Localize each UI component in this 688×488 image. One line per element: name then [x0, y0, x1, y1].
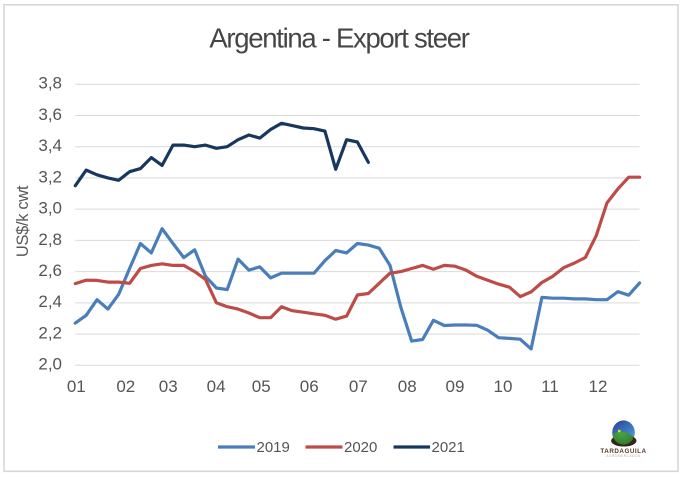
svg-text:2,4: 2,4 — [38, 292, 62, 311]
svg-text:2019: 2019 — [257, 439, 290, 456]
svg-text:04: 04 — [207, 377, 226, 396]
svg-text:05: 05 — [252, 377, 271, 396]
svg-text:12: 12 — [589, 377, 608, 396]
svg-text:3,6: 3,6 — [38, 105, 62, 124]
svg-text:2,2: 2,2 — [38, 323, 62, 342]
svg-text:03: 03 — [159, 377, 178, 396]
svg-text:2,6: 2,6 — [38, 261, 62, 280]
svg-text:2,8: 2,8 — [38, 230, 62, 249]
svg-text:TARDAGUILA: TARDAGUILA — [600, 448, 646, 455]
svg-text:3,0: 3,0 — [38, 199, 62, 218]
svg-text:2,0: 2,0 — [38, 355, 62, 374]
svg-text:US$/k cwt: US$/k cwt — [14, 185, 32, 257]
svg-text:06: 06 — [300, 377, 319, 396]
svg-text:2020: 2020 — [344, 439, 377, 456]
svg-text:02: 02 — [116, 377, 135, 396]
svg-text:09: 09 — [446, 377, 465, 396]
svg-text:08: 08 — [398, 377, 417, 396]
svg-text:3,2: 3,2 — [38, 167, 62, 186]
svg-text:AGROMERCADOS: AGROMERCADOS — [606, 454, 640, 458]
svg-text:11: 11 — [541, 377, 559, 396]
svg-text:3,8: 3,8 — [38, 74, 62, 93]
svg-text:01: 01 — [67, 377, 86, 396]
svg-text:3,4: 3,4 — [38, 136, 62, 155]
svg-text:10: 10 — [494, 377, 513, 396]
svg-text:Argentina - Export steer: Argentina - Export steer — [209, 23, 469, 54]
svg-text:07: 07 — [349, 377, 368, 396]
svg-text:2021: 2021 — [432, 439, 465, 456]
